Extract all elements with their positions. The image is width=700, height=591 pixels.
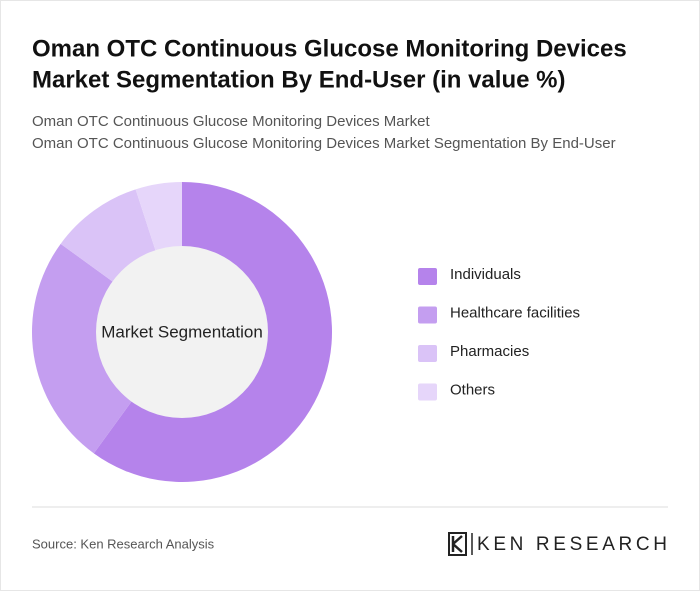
chart-subtitle: Oman OTC Continuous Glucose Monitoring D…	[32, 113, 430, 130]
logo-text: KEN RESEARCH	[477, 534, 667, 555]
chart-title: Market Segmentation By End-User (in valu…	[32, 66, 565, 93]
legend-swatch	[418, 306, 437, 324]
legend: Individuals Healthcare facilities Pharmaci…	[418, 266, 580, 401]
legend-label: Pharmacies	[450, 343, 529, 360]
legend-swatch	[418, 345, 437, 362]
logo-icon	[451, 535, 463, 553]
chart-title: Oman OTC Continuous Glucose Monitoring D…	[32, 35, 627, 62]
legend-label: Individuals	[450, 266, 521, 283]
legend-label: Healthcare facilities	[450, 304, 580, 321]
legend-label: Others	[450, 381, 495, 398]
donut-hole	[96, 246, 268, 418]
legend-swatch	[418, 268, 437, 285]
legend-swatch	[418, 383, 437, 401]
logo-icon	[448, 532, 467, 556]
center-label: Market Segmentation	[101, 322, 263, 341]
chart-subtitle: Oman OTC Continuous Glucose Monitoring D…	[32, 135, 616, 152]
source: Source: Ken Research Analysis	[32, 536, 215, 551]
